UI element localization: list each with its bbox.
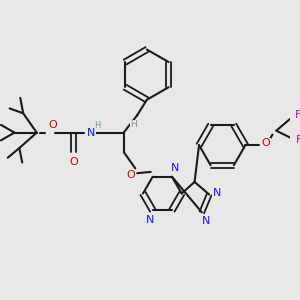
Text: O: O xyxy=(49,120,58,130)
Text: N: N xyxy=(87,128,95,138)
Text: N: N xyxy=(146,215,154,225)
Text: N: N xyxy=(202,216,210,226)
Text: O: O xyxy=(261,138,270,148)
Text: N: N xyxy=(213,188,221,198)
Text: N: N xyxy=(171,163,179,173)
Text: F: F xyxy=(296,135,300,145)
Text: F: F xyxy=(294,110,300,120)
Text: O: O xyxy=(69,157,78,166)
Text: H: H xyxy=(130,120,137,129)
Text: O: O xyxy=(126,170,135,180)
Text: H: H xyxy=(94,121,101,130)
